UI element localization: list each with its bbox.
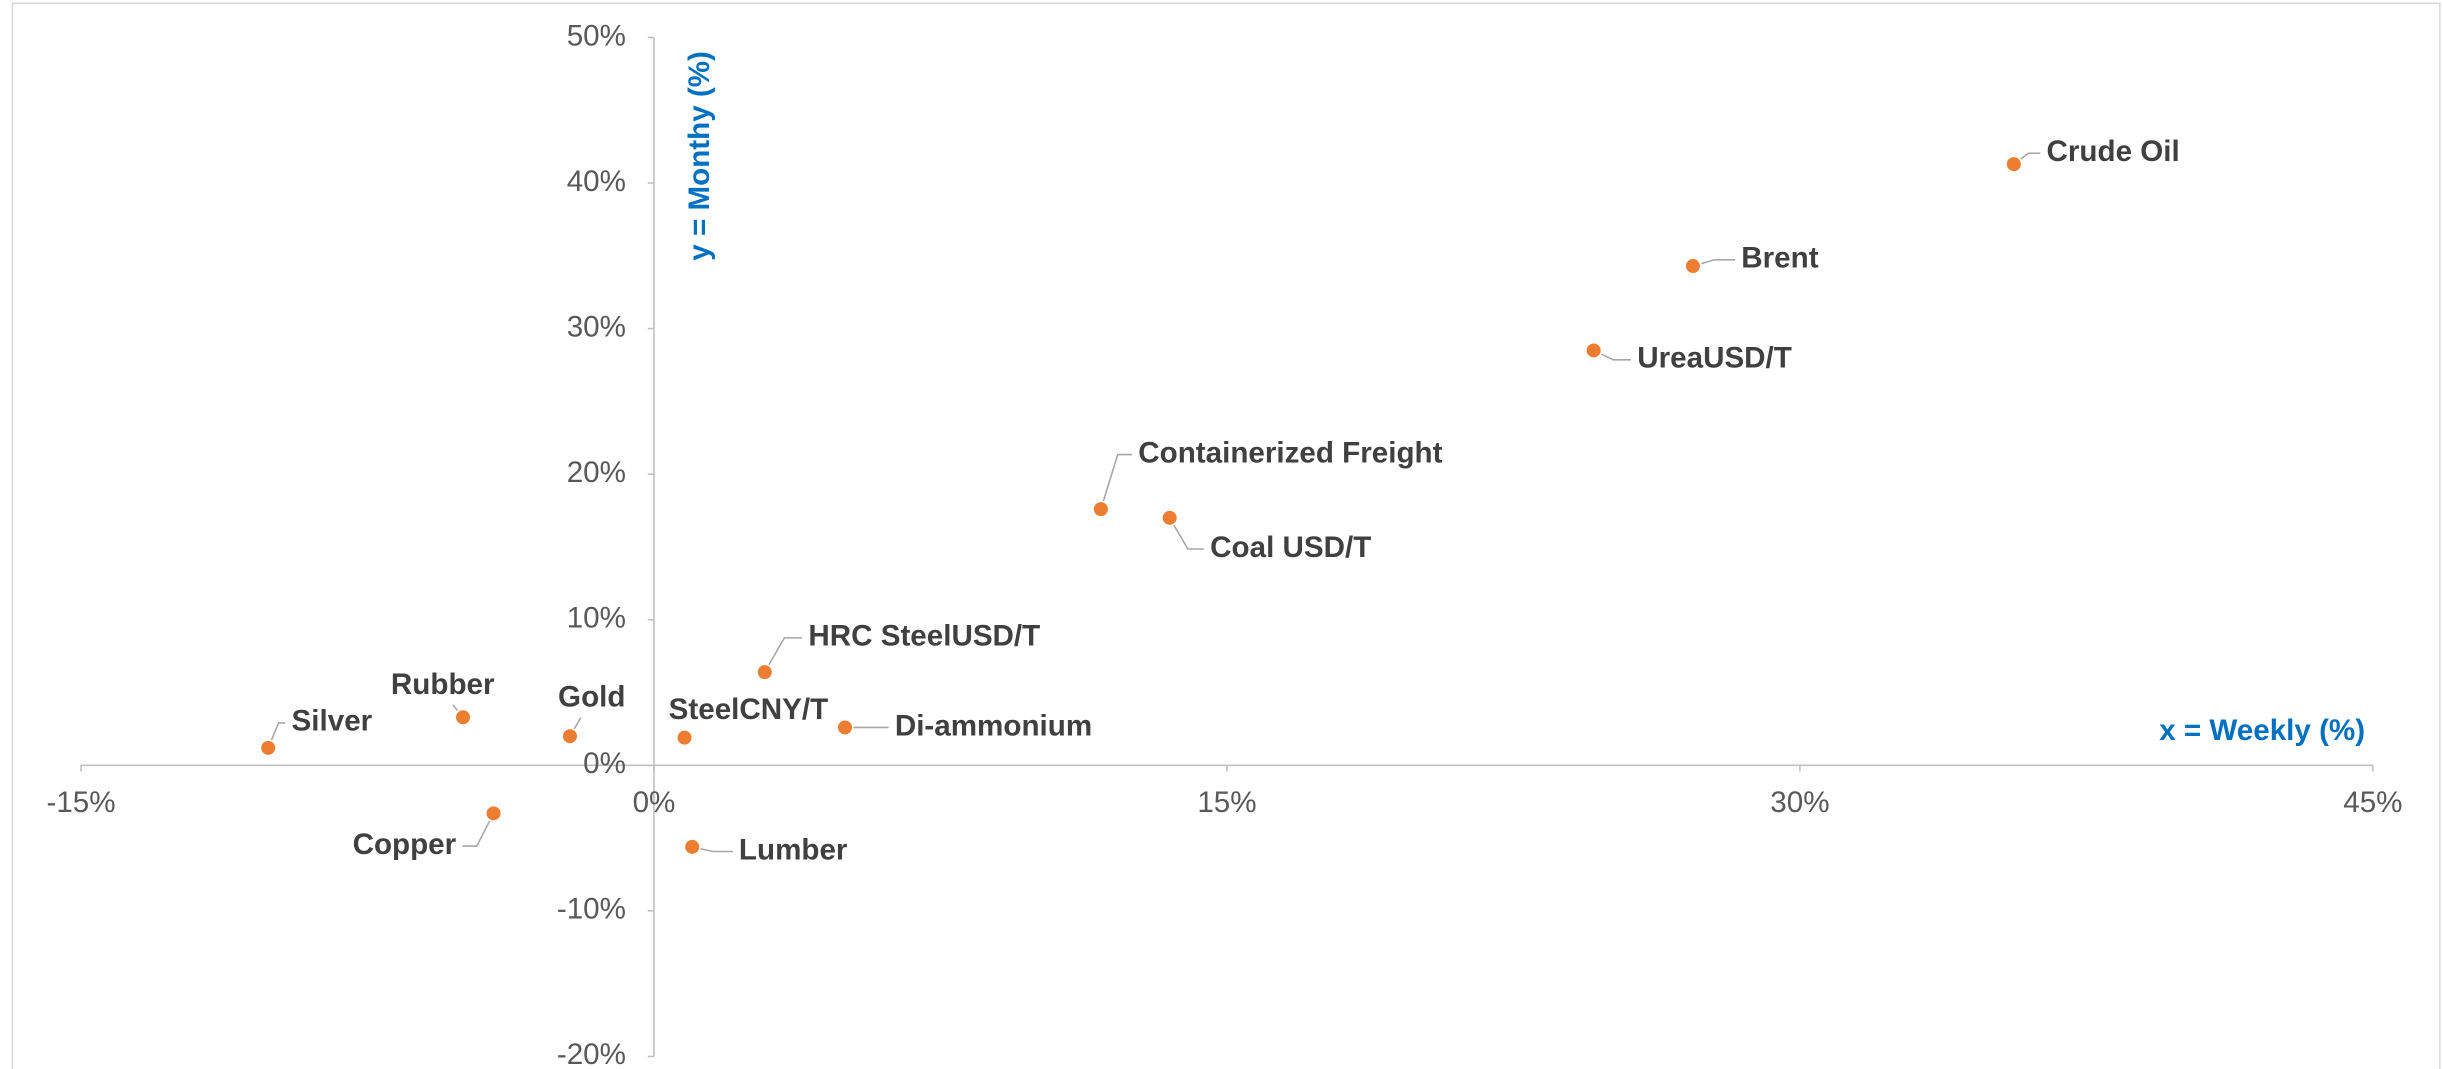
leader-line (462, 812, 495, 847)
leader-line (267, 722, 286, 749)
point (561, 727, 579, 745)
point (675, 729, 694, 747)
point (484, 804, 503, 822)
point (1092, 500, 1110, 518)
y-tick-label: -10% (557, 893, 626, 926)
y-tick-label: 50% (567, 19, 626, 52)
point (836, 718, 854, 737)
y-tick-label: 10% (567, 602, 626, 635)
point-label: Lumber (739, 833, 848, 866)
y-tick-label: 40% (567, 165, 626, 198)
point-label: UreaUSD/T (1637, 342, 1792, 375)
point-label: HRC SteelUSD/T (808, 620, 1040, 653)
x-tick-label: 45% (2343, 786, 2402, 819)
x-tick-label: 30% (1770, 786, 1829, 819)
point (756, 663, 774, 681)
point (2005, 155, 2023, 173)
leader-line (764, 637, 803, 673)
y-tick-label: 30% (567, 310, 626, 343)
y-axis-title: y = Monthy (%) (683, 51, 716, 261)
chart-border (11, 2, 2441, 1069)
x-tick-label: -15% (46, 786, 115, 819)
y-tick-label: -20% (557, 1038, 626, 1069)
y-tick-label: 20% (567, 456, 626, 489)
point-label: Gold (558, 681, 625, 714)
point-label: Silver (292, 705, 373, 738)
leader-line (1168, 517, 1204, 550)
leader-line (1100, 453, 1133, 510)
point (1684, 257, 1702, 275)
point-label: SteelCNY/T (669, 693, 829, 726)
point (259, 739, 277, 757)
point-label: Rubber (391, 668, 495, 701)
point-label: Copper (353, 828, 457, 861)
point-label: Crude Oil (2047, 135, 2180, 168)
point-label: Di-ammonium (895, 709, 1092, 742)
x-tick-label: 0% (633, 786, 676, 819)
x-axis-title: x = Weekly (%) (2159, 714, 2365, 747)
point-label: Containerized Freight (1138, 436, 1442, 469)
point-label: Coal USD/T (1210, 531, 1371, 564)
point (1161, 509, 1179, 527)
point (1585, 341, 1603, 360)
point (454, 708, 472, 726)
y-tick-label: 0% (583, 747, 626, 780)
point (683, 838, 701, 856)
point-label: Brent (1741, 242, 1818, 275)
x-tick-label: 15% (1197, 786, 1256, 819)
